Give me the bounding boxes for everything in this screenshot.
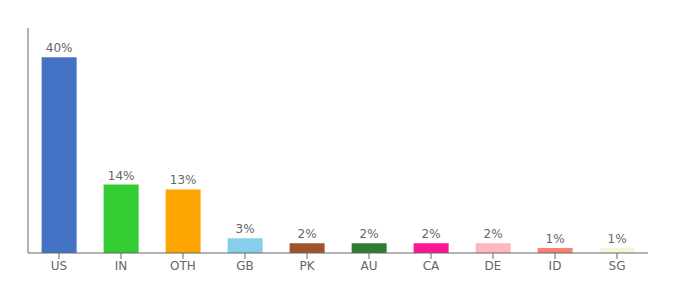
svg-text:2%: 2% — [298, 227, 317, 241]
svg-text:2%: 2% — [484, 227, 503, 241]
svg-text:SG: SG — [609, 259, 626, 273]
svg-text:ID: ID — [549, 259, 562, 273]
svg-text:1%: 1% — [608, 232, 627, 246]
svg-text:US: US — [51, 259, 67, 273]
svg-text:13%: 13% — [170, 173, 197, 187]
svg-text:AU: AU — [361, 259, 378, 273]
svg-text:IN: IN — [115, 259, 128, 273]
svg-text:GB: GB — [236, 259, 254, 273]
svg-text:3%: 3% — [236, 222, 255, 236]
svg-text:PK: PK — [299, 259, 315, 273]
svg-text:CA: CA — [423, 259, 440, 273]
svg-text:DE: DE — [485, 259, 502, 273]
svg-text:2%: 2% — [422, 227, 441, 241]
svg-text:2%: 2% — [360, 227, 379, 241]
svg-text:OTH: OTH — [170, 259, 196, 273]
svg-text:40%: 40% — [46, 41, 73, 55]
svg-text:14%: 14% — [108, 169, 135, 183]
svg-text:1%: 1% — [546, 232, 565, 246]
